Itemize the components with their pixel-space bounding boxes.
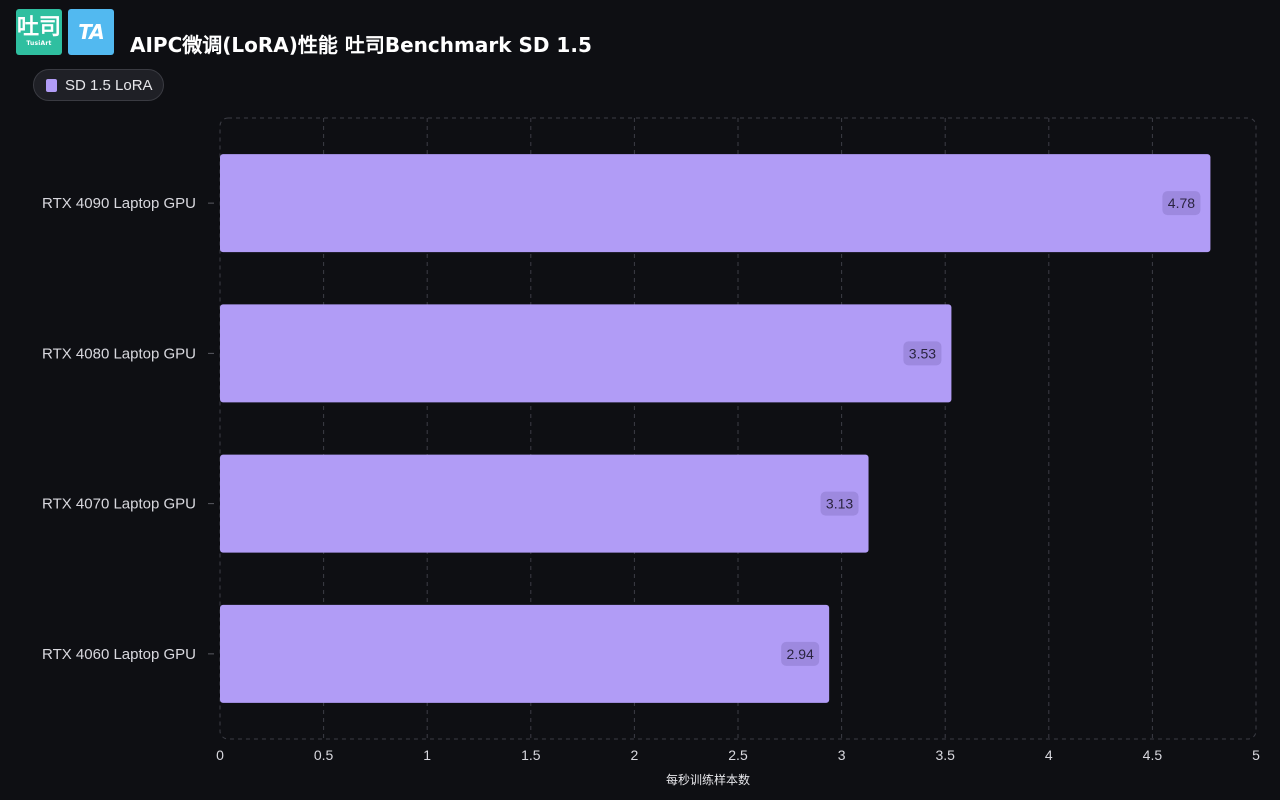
x-tick-label: 1: [423, 747, 431, 763]
bar[interactable]: [220, 454, 869, 553]
legend-swatch: [46, 78, 57, 92]
ta-logo-icon: TA: [68, 9, 114, 55]
y-category-label: RTX 4060 Laptop GPU: [42, 646, 196, 663]
y-category-label: RTX 4070 Laptop GPU: [42, 496, 196, 513]
x-tick-label: 4.5: [1143, 747, 1163, 763]
x-tick-label: 2: [631, 747, 639, 763]
bar[interactable]: [220, 154, 1211, 253]
bar[interactable]: [220, 604, 830, 703]
y-category-label: RTX 4090 Laptop GPU: [42, 195, 196, 212]
tusiart-logo-icon: 吐司 TusiArt: [16, 9, 62, 55]
x-tick-label: 0: [216, 747, 224, 763]
value-label-bg: [820, 491, 859, 516]
chart-title: AIPC微调(LoRA)性能 吐司Benchmark SD 1.5: [130, 33, 592, 57]
x-tick-label: 3: [838, 747, 846, 763]
logo-sub-text: TusiArt: [26, 40, 52, 47]
value-label-bg: [781, 641, 820, 666]
value-label: 3.53: [909, 345, 936, 361]
legend[interactable]: SD 1.5 LoRA: [33, 69, 164, 101]
value-label-bg: [903, 341, 942, 366]
x-axis-label: 每秒训练样本数: [666, 772, 750, 787]
value-label: 2.94: [787, 646, 814, 662]
logo-main-text: 吐司: [16, 15, 61, 40]
value-label-bg: [1162, 191, 1201, 216]
x-tick-label: 5: [1252, 747, 1260, 763]
x-tick-label: 4: [1045, 747, 1053, 763]
x-tick-label: 3.5: [935, 747, 955, 763]
value-label: 3.13: [826, 496, 853, 512]
x-tick-label: 2.5: [728, 747, 748, 763]
logo2-text: TA: [78, 20, 105, 44]
bar[interactable]: [220, 304, 952, 403]
plot-frame: [219, 117, 1257, 740]
y-category-label: RTX 4080 Laptop GPU: [42, 345, 196, 362]
x-tick-label: 0.5: [314, 747, 334, 763]
value-label: 4.78: [1168, 195, 1195, 211]
x-tick-label: 1.5: [521, 747, 541, 763]
legend-label: SD 1.5 LoRA: [65, 76, 153, 94]
